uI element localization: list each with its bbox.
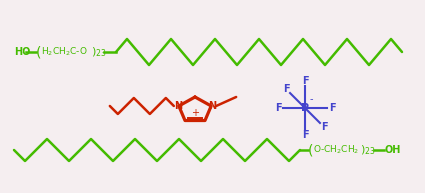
Text: F: F [302,130,308,140]
Text: (: ( [308,143,314,157]
Text: F: F [283,84,289,94]
Text: HO: HO [14,47,30,57]
Text: +: + [191,108,199,118]
Text: F: F [320,122,327,132]
Text: F: F [275,103,281,113]
Text: P: P [301,103,309,113]
Text: OH: OH [385,145,401,155]
Text: N: N [174,101,182,111]
Text: )$_{23}$: )$_{23}$ [91,45,107,59]
Text: (: ( [36,45,42,59]
Text: H$_2$CH$_2$C-O: H$_2$CH$_2$C-O [41,46,88,58]
Text: F: F [302,76,308,86]
Text: -: - [309,94,313,104]
Text: )$_{23}$: )$_{23}$ [360,143,376,157]
Text: O-CH$_2$CH$_2$: O-CH$_2$CH$_2$ [313,144,359,156]
Text: N: N [208,101,216,111]
Text: F: F [329,103,335,113]
